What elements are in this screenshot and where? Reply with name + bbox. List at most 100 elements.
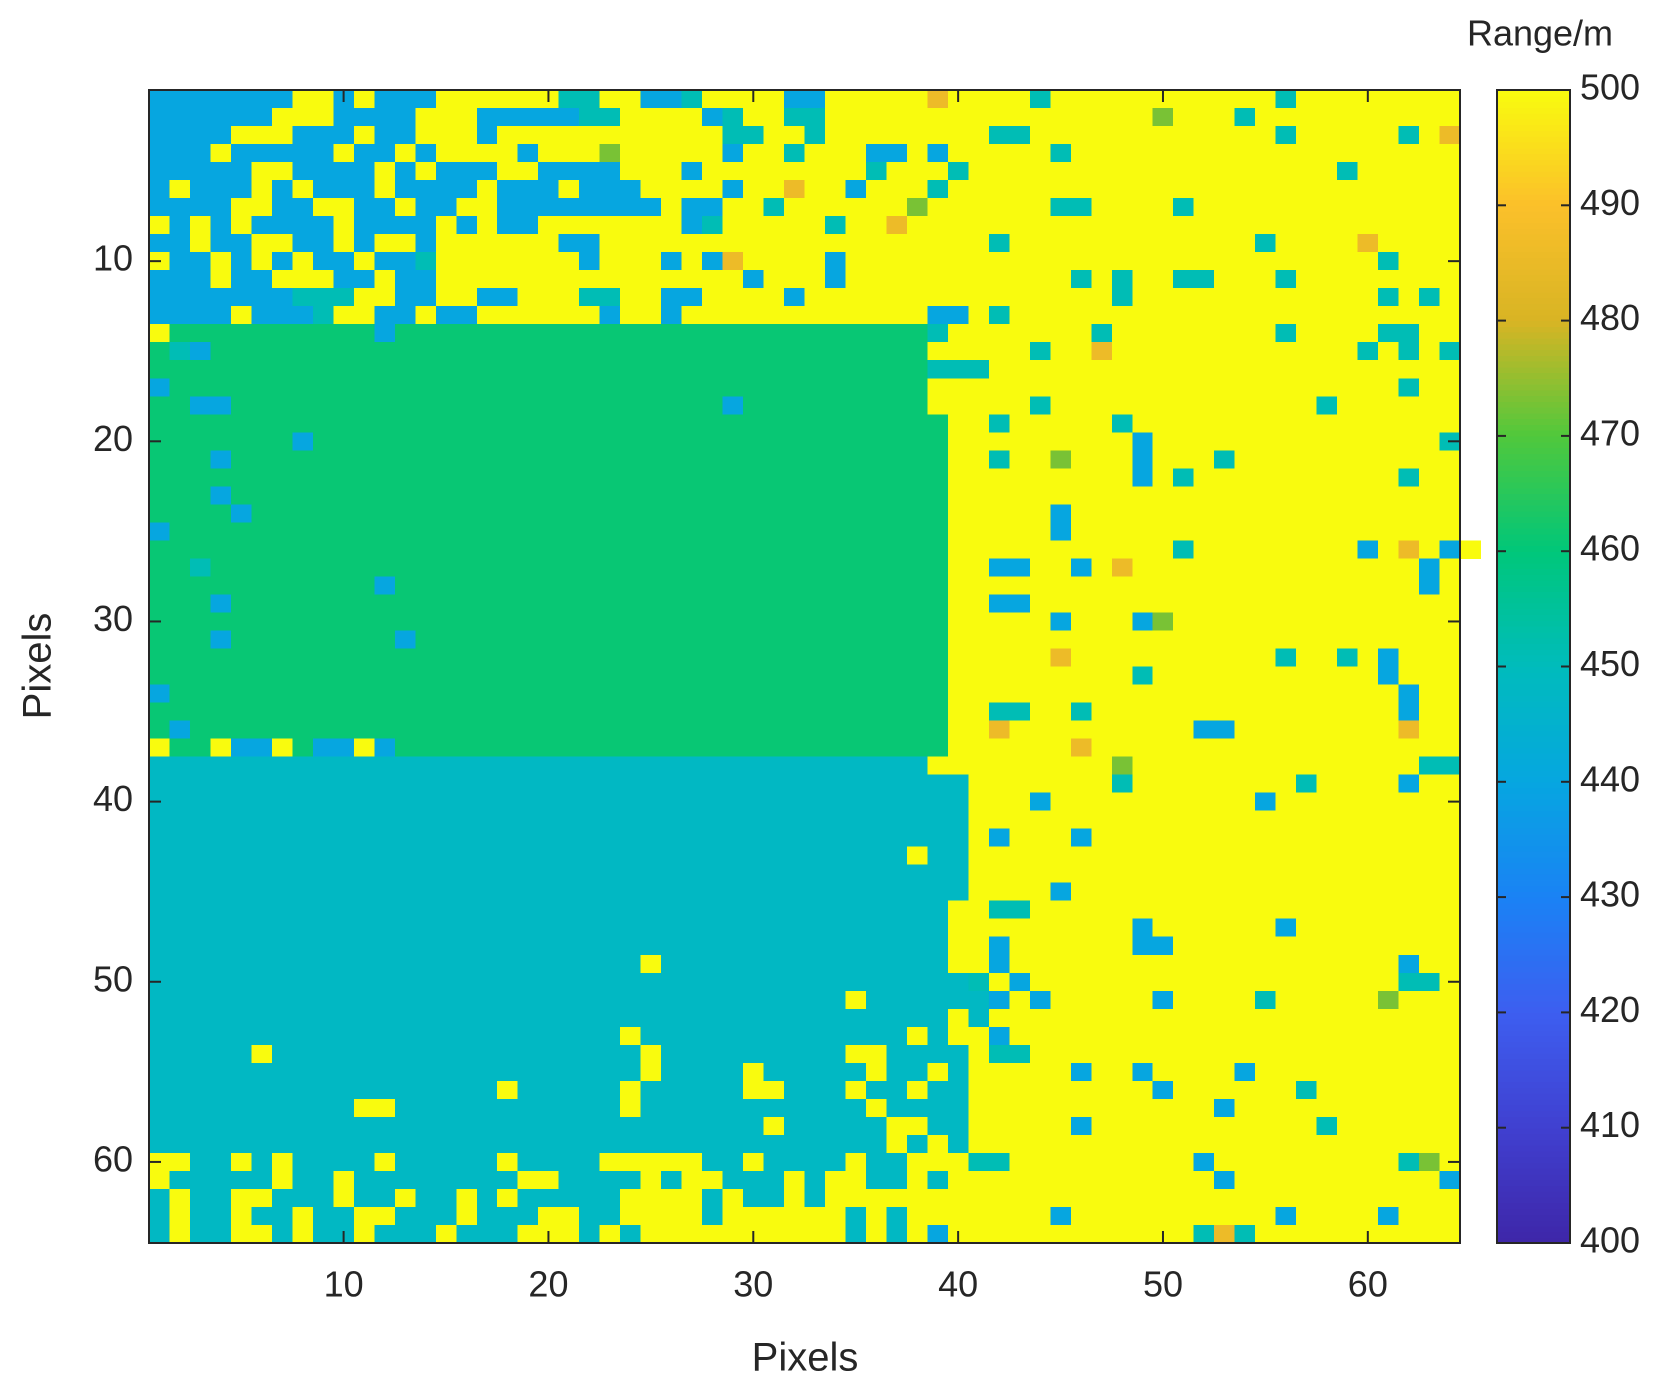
heatmap-cell	[1398, 1170, 1420, 1190]
heatmap-cell	[906, 378, 929, 397]
heatmap-cell	[1111, 666, 1133, 686]
heatmap-cell	[1234, 1008, 1256, 1028]
heatmap-cell	[947, 1152, 969, 1172]
heatmap-cell	[558, 144, 580, 163]
heatmap-cell	[251, 810, 273, 830]
heatmap-cell	[1255, 468, 1277, 487]
heatmap-cell	[579, 1206, 601, 1226]
heatmap-cell	[947, 558, 969, 578]
heatmap-cell	[456, 738, 478, 758]
colorbar-segment	[1497, 1127, 1570, 1135]
heatmap-cell	[804, 378, 826, 397]
heatmap-cell	[804, 612, 826, 632]
heatmap-cell	[1378, 180, 1400, 199]
heatmap-cell	[1398, 648, 1420, 668]
heatmap-cell	[1337, 108, 1359, 127]
heatmap-cell	[517, 108, 539, 127]
heatmap-cell	[1091, 234, 1113, 253]
heatmap-cell	[1111, 954, 1133, 974]
heatmap-cell	[702, 1116, 724, 1136]
heatmap-cell	[1070, 558, 1092, 578]
heatmap-cell	[702, 216, 724, 235]
heatmap-cell	[947, 180, 969, 199]
heatmap-cell	[1132, 198, 1154, 217]
heatmap-cell	[640, 306, 662, 325]
heatmap-cell	[599, 1152, 621, 1172]
heatmap-cell	[1193, 576, 1215, 596]
heatmap-cell	[1029, 612, 1051, 632]
heatmap-cell	[456, 162, 478, 181]
colorbar-segment	[1497, 505, 1570, 512]
heatmap-cell	[210, 234, 232, 253]
heatmap-cell	[1357, 306, 1379, 325]
heatmap-cell	[1050, 666, 1072, 686]
heatmap-cell	[640, 702, 662, 722]
heatmap-cell	[1009, 1080, 1031, 1100]
heatmap-cell	[1193, 378, 1215, 397]
heatmap-cell	[169, 648, 191, 668]
heatmap-cell	[1398, 414, 1420, 433]
heatmap-cell	[620, 648, 642, 668]
heatmap-cell	[927, 342, 949, 361]
heatmap-cell	[661, 144, 683, 163]
heatmap-cell	[824, 162, 847, 181]
colorbar-segment	[1497, 781, 1570, 789]
heatmap-cell	[1296, 180, 1318, 199]
heatmap-cell	[1316, 1080, 1338, 1100]
heatmap-cell	[1029, 684, 1051, 704]
heatmap-cell	[661, 1206, 683, 1226]
heatmap-cell	[169, 1170, 191, 1190]
heatmap-cell	[1214, 252, 1236, 271]
heatmap-cell	[620, 846, 642, 866]
heatmap-cell	[538, 1116, 560, 1136]
heatmap-cell	[906, 864, 929, 884]
heatmap-cell	[661, 954, 683, 974]
heatmap-cell	[702, 1098, 724, 1118]
heatmap-cell	[497, 792, 519, 812]
heatmap-cell	[558, 1026, 580, 1046]
heatmap-cell	[640, 468, 662, 487]
heatmap-cell	[906, 432, 929, 451]
heatmap-cell	[1091, 486, 1113, 505]
heatmap-cell	[947, 540, 969, 560]
heatmap-cell	[1214, 1044, 1236, 1064]
heatmap-cell	[579, 378, 601, 397]
heatmap-cell	[1214, 432, 1236, 451]
heatmap-cell	[251, 630, 273, 650]
heatmap-cell	[251, 180, 273, 199]
heatmap-cell	[763, 1008, 785, 1028]
heatmap-cell	[1234, 846, 1256, 866]
heatmap-cell	[374, 324, 396, 343]
heatmap-cell	[169, 288, 191, 307]
heatmap-cell	[804, 342, 826, 361]
heatmap-cell	[784, 486, 806, 505]
heatmap-cell	[988, 972, 1010, 992]
heatmap-cell	[1439, 1044, 1461, 1064]
heatmap-cell	[538, 1008, 560, 1028]
heatmap-cell	[681, 396, 703, 415]
heatmap-cell	[1419, 198, 1441, 217]
heatmap-cell	[230, 756, 253, 776]
heatmap-cell	[1275, 378, 1297, 397]
heatmap-cell	[1419, 918, 1441, 938]
heatmap-cell	[456, 360, 478, 379]
heatmap-cell	[681, 198, 703, 217]
heatmap-cell	[824, 684, 847, 704]
heatmap-cell	[1029, 1134, 1051, 1154]
heatmap-cell	[599, 1026, 621, 1046]
heatmap-cell	[722, 162, 744, 181]
heatmap-cell	[640, 1224, 662, 1244]
heatmap-cell	[1419, 954, 1441, 974]
heatmap-cell	[1275, 1170, 1297, 1190]
heatmap-cell	[1009, 432, 1031, 451]
heatmap-cell	[1009, 648, 1031, 668]
heatmap-cell	[865, 828, 888, 848]
heatmap-cell	[947, 666, 969, 686]
heatmap-cell	[865, 594, 888, 614]
heatmap-cell	[865, 1008, 888, 1028]
heatmap-cell	[1214, 468, 1236, 487]
heatmap-cell	[824, 1224, 847, 1244]
heatmap-cell	[456, 1170, 478, 1190]
heatmap-cell	[906, 198, 929, 217]
heatmap-cell	[906, 540, 929, 560]
